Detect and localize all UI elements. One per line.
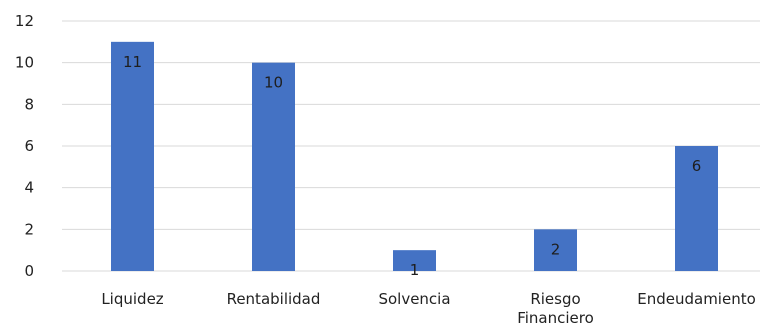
bar (675, 146, 718, 271)
x-tick-label-line: Endeudamiento (637, 290, 756, 308)
x-tick-label-line: Financiero (517, 309, 594, 327)
x-tick-label-line: Liquidez (101, 290, 163, 308)
data-label: 10 (264, 74, 283, 92)
data-label: 1 (410, 261, 420, 279)
gridlines (62, 20, 760, 272)
x-tick-label-line: Rentabilidad (227, 290, 321, 308)
y-tick-label: 8 (24, 95, 34, 113)
bars (111, 41, 718, 272)
x-tick-label: Rentabilidad (227, 290, 321, 308)
y-tick-label: 4 (24, 179, 34, 197)
x-axis: Liquidez Rentabilidad Solvencia Riesgo Finan… (101, 290, 755, 327)
bar (252, 62, 295, 271)
x-tick-label: Endeudamiento (637, 290, 756, 308)
bar (393, 250, 436, 271)
y-tick-label: 2 (24, 220, 34, 238)
data-labels: 11 10 1 2 6 (123, 53, 701, 279)
data-label: 6 (692, 157, 702, 175)
data-label: 11 (123, 53, 142, 71)
x-tick-label: Solvencia (378, 290, 450, 308)
bar (534, 229, 577, 271)
y-axis: 0 2 4 6 8 10 12 (15, 12, 34, 280)
y-tick-label: 6 (24, 137, 34, 155)
y-tick-label: 10 (15, 54, 34, 72)
x-tick-label-line: Riesgo (530, 290, 580, 308)
data-label: 2 (551, 240, 561, 258)
x-tick-label: Riesgo Financiero (517, 290, 594, 327)
y-tick-label: 0 (24, 262, 34, 280)
bar (111, 41, 154, 272)
x-tick-label: Liquidez (101, 290, 163, 308)
y-tick-label: 12 (15, 12, 34, 30)
x-tick-label-line: Solvencia (378, 290, 450, 308)
